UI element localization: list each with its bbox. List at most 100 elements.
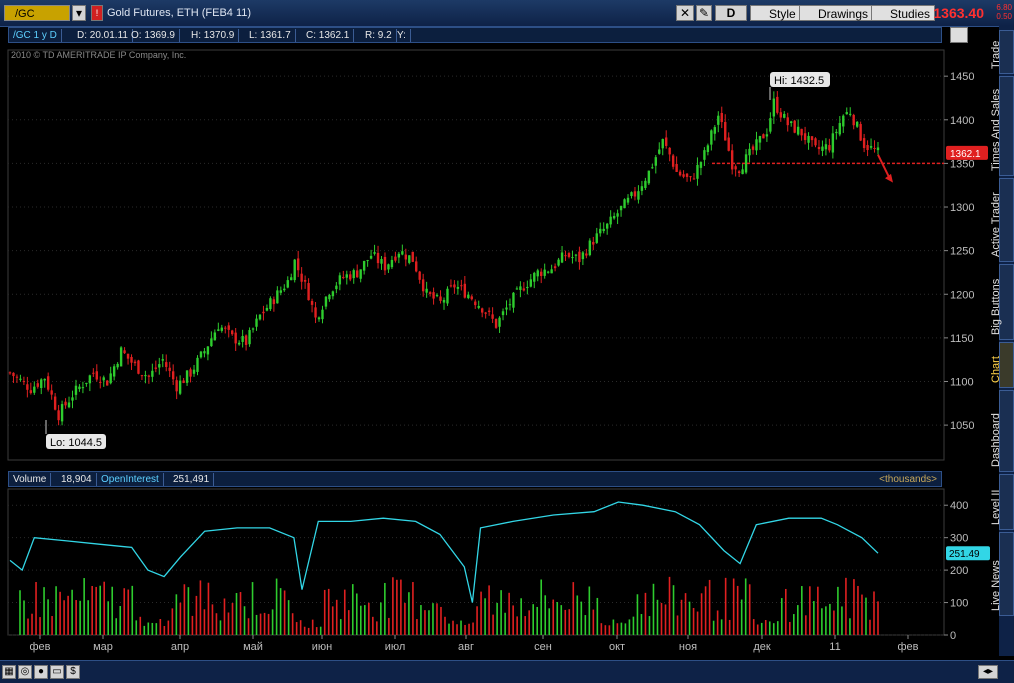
symbol-input[interactable]: /GC [4,5,70,21]
volume-bar [416,619,418,635]
candle-body [220,327,223,331]
volume-bar [552,599,555,635]
tab-level-ii[interactable]: Level II [990,474,1014,530]
volume-bar [644,592,647,635]
candle-body [612,215,616,219]
volume-bar [772,623,775,635]
candle-body [356,270,359,278]
volume-bar [75,600,77,635]
volume-bar [700,593,703,635]
style-button[interactable]: Style [750,5,801,21]
candle-body [140,375,144,377]
volume-bar [524,616,526,635]
volume-bar [748,584,751,635]
symbol-dropdown-icon[interactable]: ▾ [72,5,86,21]
tab-times-and-sales[interactable]: Times And Sales [990,76,1014,176]
volume-bar [239,592,242,635]
volume-bar [311,619,314,635]
candle-body [192,369,196,374]
volume-bar [845,577,847,635]
crosshair-icon[interactable]: ✕ [676,5,694,21]
x-tick-label: фев [29,641,50,653]
candle-body [793,120,796,133]
tab-active-trader[interactable]: Active Trader [990,178,1014,262]
candle-body [651,167,654,169]
volume-bar [51,616,53,635]
candle-body [703,150,706,160]
volume-bar [355,593,358,635]
candle-body [265,307,269,311]
candle-body [585,253,588,256]
tab-trade[interactable]: Trade [990,30,1014,74]
volume-bar [801,586,803,635]
layout-icon[interactable]: ▦ [2,665,16,679]
candle-body [366,260,369,262]
target-icon[interactable]: ◎ [18,665,32,679]
grid-icon[interactable]: ▭ [50,665,64,679]
tab-live-news[interactable]: Live News [990,532,1014,616]
volume-bar [315,627,318,635]
candle-body [574,254,578,256]
candle-body [404,254,408,260]
candle-body [296,258,300,271]
candle-body [783,113,786,118]
zoom-icon[interactable]: ● [34,665,48,679]
candle-body [411,251,414,262]
symbol-period[interactable]: /GC 1 y D [9,29,62,42]
candle-body [408,255,411,263]
volume-bar [295,622,298,635]
volume-bar [596,597,599,635]
candle-body [730,150,734,170]
price-chart[interactable]: 1050 1100 1150 1200 1250 1300 1350 1400 1450 1362… [0,45,999,465]
volume-bar [532,604,534,635]
volume-bar [183,584,186,635]
volume-bar [343,589,346,635]
dollar-icon[interactable]: $ [66,665,80,679]
volume-bar [736,585,739,635]
candle-body [553,266,557,269]
top-toolbar: /GC ▾ ! Gold Futures, ETH (FEB4 11) ✕ ✎ … [0,0,1014,27]
oi-value: 251,491 [169,473,215,486]
candle-body [619,205,623,211]
candle-body [800,128,803,136]
drawings-button[interactable]: Drawings [799,5,874,21]
volume-bar [227,612,230,635]
candle-body [616,213,619,217]
price-tick-label: 1450 [950,71,974,83]
volume-bar [668,576,671,635]
volume-bar [688,601,691,635]
candle-body [324,296,328,307]
candle-body [376,252,380,264]
chart-settings-icon[interactable] [950,27,968,43]
studies-button[interactable]: Studies [871,5,936,21]
price-tick-label: 1400 [950,115,974,127]
candle-body [671,155,675,167]
volume-bar [287,600,290,635]
volume-bar [119,605,122,635]
tab-chart[interactable]: Chart [990,342,1014,388]
volume-bar [67,595,69,635]
volume-bar [59,591,61,635]
volume-bar [115,618,118,635]
tab-big-buttons[interactable]: Big Buttons [990,264,1014,340]
candle-body [60,404,64,422]
tab-dashboard[interactable]: Dashboard [990,390,1014,472]
bar-low: L: 1361.7 [245,29,296,42]
volume-bar [364,605,366,635]
volume-bar [480,591,482,635]
volume-bar [520,598,522,635]
x-tick-label: авг [458,641,474,653]
alert-icon[interactable]: ! [91,5,103,21]
candle-body [581,252,585,260]
candle-body [449,285,453,287]
volume-bar [708,579,711,635]
candle-body [835,131,838,134]
volume-chart[interactable]: 0 100 200 300 400 251.49 фев мар апр май июн июл авг… [0,487,999,659]
drawing-tool-icon[interactable]: ✎ [696,5,712,21]
scroll-arrows-icon[interactable]: ◂▸ [978,665,998,679]
volume-bar [187,587,190,635]
aggregation-button[interactable]: D [715,5,747,21]
candle-body [602,228,605,232]
volume-bar [833,610,835,635]
price-tick-label: 1250 [950,246,974,258]
